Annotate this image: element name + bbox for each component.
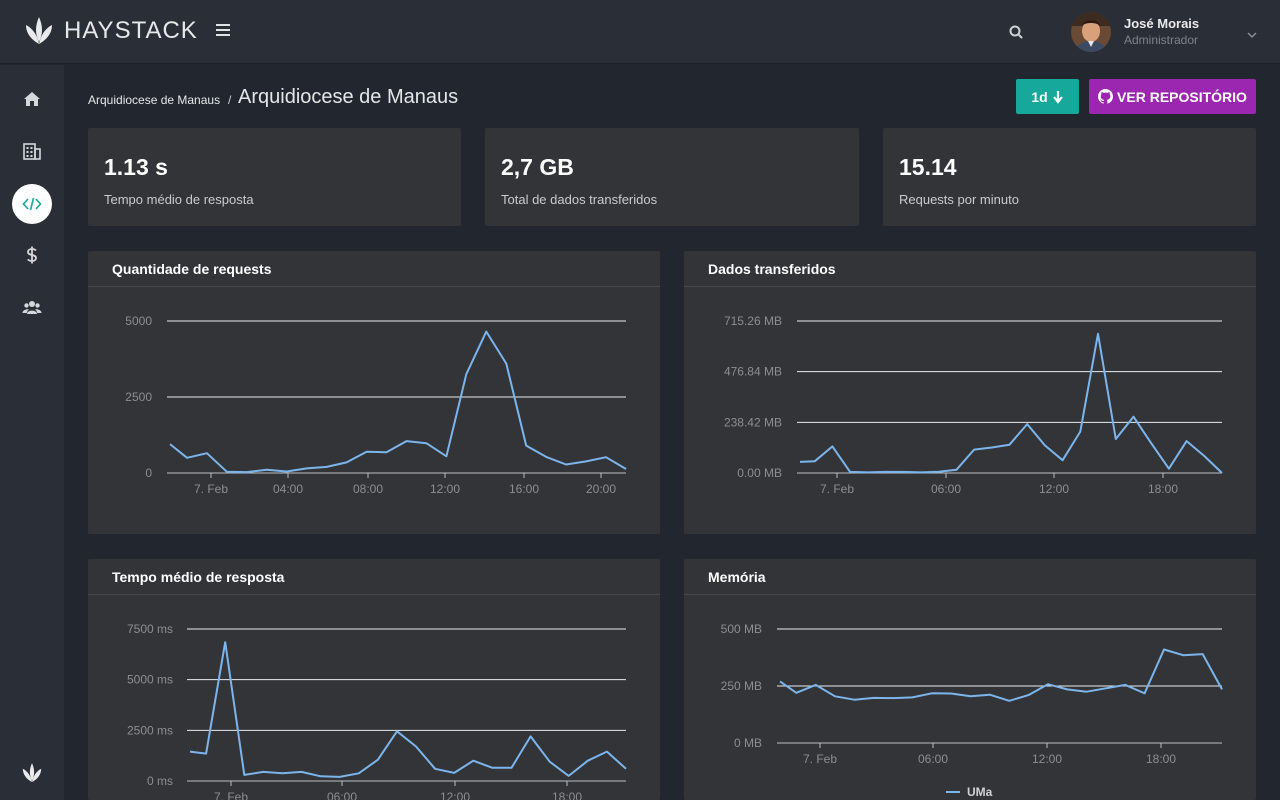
series-line[interactable] bbox=[799, 332, 1223, 474]
x-tick-label: 18:00 bbox=[1146, 752, 1176, 766]
repo-label: VER REPOSITÓRIO bbox=[1117, 88, 1247, 105]
app-logo[interactable]: HAYSTACK bbox=[22, 14, 198, 48]
sidebar bbox=[0, 65, 64, 800]
panel-memory: Memória 500 MB 250 MB 0 MB 7. Feb 06:00 12:00… bbox=[684, 559, 1256, 800]
stat-label: Requests por minuto bbox=[899, 192, 1019, 207]
github-icon bbox=[1098, 89, 1114, 104]
stat-label: Total de dados transferidos bbox=[501, 192, 658, 207]
panel-title: Quantidade de requests bbox=[112, 261, 272, 277]
panel-response-time: Tempo médio de resposta 7500 ms 5000 ms 25… bbox=[88, 559, 660, 800]
sidebar-item-buildings[interactable] bbox=[12, 131, 52, 171]
app-name: HAYSTACK bbox=[64, 17, 198, 44]
panel-requests: Quantidade de requests 5000 2500 0 7. Feb 04… bbox=[88, 251, 660, 534]
x-tick-label: 20:00 bbox=[586, 482, 616, 496]
y-tick-label: 500 MB bbox=[721, 622, 762, 636]
view-repository-button[interactable]: VER REPOSITÓRIO bbox=[1089, 79, 1256, 114]
arrow-down-icon bbox=[1052, 90, 1063, 104]
avatar[interactable] bbox=[1071, 12, 1111, 52]
y-tick-label: 715.26 MB bbox=[724, 314, 782, 328]
building-icon bbox=[23, 143, 41, 160]
breadcrumb-parent[interactable]: Arquidiocese de Manaus bbox=[88, 93, 221, 107]
search-icon[interactable] bbox=[1006, 22, 1026, 42]
user-name[interactable]: José Morais bbox=[1124, 16, 1200, 31]
memory-chart[interactable]: 500 MB 250 MB 0 MB 7. Feb 06:00 12:00 18:00 UMa bbox=[684, 559, 1256, 800]
x-tick-label: 12:00 bbox=[1032, 752, 1062, 766]
x-tick-label: 7. Feb bbox=[194, 482, 228, 496]
x-tick-label: 12:00 bbox=[440, 790, 470, 800]
x-tick-label: 06:00 bbox=[918, 752, 948, 766]
stat-value: 2,7 GB bbox=[501, 154, 574, 180]
period-button[interactable]: 1d bbox=[1016, 79, 1079, 114]
x-tick-label: 04:00 bbox=[273, 482, 303, 496]
panel-title: Tempo médio de resposta bbox=[112, 569, 285, 585]
leaf-logo-icon bbox=[26, 17, 52, 44]
users-icon bbox=[22, 301, 42, 314]
legend-label[interactable]: UMa bbox=[967, 785, 993, 799]
y-tick-label: 2500 bbox=[125, 390, 152, 404]
y-tick-label: 5000 ms bbox=[127, 673, 173, 687]
y-tick-label: 5000 bbox=[125, 314, 152, 328]
y-tick-label: 0 ms bbox=[147, 774, 173, 788]
x-tick-label: 7. Feb bbox=[214, 790, 248, 800]
series-line[interactable] bbox=[189, 641, 627, 778]
series-line[interactable] bbox=[779, 648, 1223, 702]
chevron-down-icon[interactable] bbox=[1246, 27, 1258, 39]
series-line[interactable] bbox=[169, 330, 627, 474]
y-tick-label: 2500 ms bbox=[127, 723, 173, 737]
stat-card-requests-per-minute: 15.14 Requests por minuto bbox=[883, 128, 1256, 226]
stat-value: 1.13 s bbox=[104, 154, 168, 180]
x-tick-label: 18:00 bbox=[1148, 482, 1178, 496]
stat-label: Tempo médio de resposta bbox=[104, 192, 254, 207]
panel-title: Memória bbox=[708, 569, 766, 585]
sidebar-item-billing[interactable] bbox=[12, 235, 52, 275]
y-tick-label: 7500 ms bbox=[127, 622, 173, 636]
y-tick-label: 0 bbox=[145, 466, 152, 480]
x-tick-label: 12:00 bbox=[430, 482, 460, 496]
x-tick-label: 06:00 bbox=[931, 482, 961, 496]
x-tick-label: 7. Feb bbox=[803, 752, 837, 766]
leaf-logo-icon[interactable] bbox=[20, 761, 44, 785]
stat-value: 15.14 bbox=[899, 154, 957, 180]
panel-divider bbox=[684, 286, 1256, 287]
panel-divider bbox=[88, 594, 660, 595]
breadcrumb-separator: / bbox=[228, 93, 232, 107]
x-tick-label: 7. Feb bbox=[820, 482, 854, 496]
code-icon bbox=[22, 197, 42, 211]
page-title: Arquidiocese de Manaus bbox=[238, 86, 459, 108]
stat-card-data-transferred: 2,7 GB Total de dados transferidos bbox=[485, 128, 859, 226]
y-tick-label: 476.84 MB bbox=[724, 365, 782, 379]
x-tick-label: 12:00 bbox=[1039, 482, 1069, 496]
stat-card-response-time: 1.13 s Tempo médio de resposta bbox=[88, 128, 461, 226]
x-tick-label: 08:00 bbox=[353, 482, 383, 496]
menu-toggle-icon[interactable] bbox=[216, 24, 230, 38]
x-tick-label: 06:00 bbox=[327, 790, 357, 800]
panel-divider bbox=[88, 286, 660, 287]
y-tick-label: 0 MB bbox=[734, 736, 762, 750]
x-tick-label: 18:00 bbox=[552, 790, 582, 800]
sidebar-item-users[interactable] bbox=[12, 287, 52, 327]
y-tick-label: 250 MB bbox=[721, 679, 762, 693]
panel-data-transferred: Dados transferidos 715.26 MB 476.84 MB 238… bbox=[684, 251, 1256, 534]
panel-title: Dados transferidos bbox=[708, 261, 836, 277]
top-bar: HAYSTACK José Morais Administrador bbox=[0, 0, 1280, 64]
data-transferred-chart[interactable]: 715.26 MB 476.84 MB 238.42 MB 0.00 MB 7. Feb… bbox=[684, 251, 1256, 534]
sidebar-item-home[interactable] bbox=[12, 79, 52, 119]
sidebar-item-code[interactable] bbox=[12, 184, 52, 224]
y-tick-label: 238.42 MB bbox=[724, 415, 782, 429]
x-tick-label: 16:00 bbox=[509, 482, 539, 496]
requests-chart[interactable]: 5000 2500 0 7. Feb 04:00 08:00 12:00 16:00 20:00 bbox=[88, 251, 660, 534]
y-tick-label: 0.00 MB bbox=[737, 466, 782, 480]
period-label: 1d bbox=[1031, 88, 1048, 105]
panel-divider bbox=[684, 594, 1256, 595]
home-icon bbox=[24, 92, 40, 106]
user-role: Administrador bbox=[1124, 33, 1199, 47]
response-time-chart[interactable]: 7500 ms 5000 ms 2500 ms 0 ms 7. Feb 06:00 12:0… bbox=[88, 559, 660, 800]
dollar-icon bbox=[27, 246, 37, 264]
